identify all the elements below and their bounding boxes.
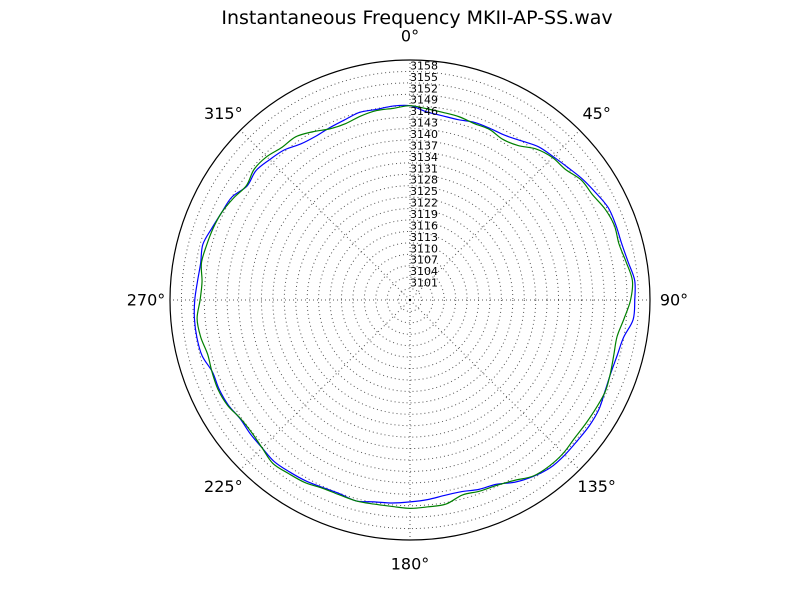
radial-tick-label: 3149 [410, 94, 438, 107]
angle-tick-label: 0° [401, 27, 419, 46]
radial-grid-circle [238, 128, 582, 472]
radial-tick-label: 3155 [410, 71, 438, 84]
angular-grid-spoke [409, 129, 581, 301]
radial-tick-label: 3158 [410, 59, 438, 72]
chart-title: Instantaneous Frequency MKII-AP-SS.wav [221, 7, 613, 29]
radial-tick-label: 3113 [410, 231, 438, 244]
angle-tick-label: 180° [391, 555, 430, 574]
label-layer: 0° 45° 90° 135° 180° 225° 270° 315° 310131043107… [127, 27, 688, 574]
radial-grid-circle [352, 242, 468, 358]
series-layer [193, 104, 636, 509]
radial-grid-circle [226, 116, 594, 484]
radial-grid-circle [398, 288, 422, 312]
radial-tick-label: 3116 [410, 219, 438, 232]
radial-tick-label: 3134 [410, 151, 438, 164]
radial-tick-label: 3122 [410, 197, 438, 210]
series-line-green [196, 105, 634, 509]
center-point [408, 298, 412, 302]
radial-grid-circle [192, 82, 628, 518]
radial-tick-label: 3107 [410, 254, 438, 267]
radial-tick-label: 3143 [410, 117, 438, 130]
radial-tick-label: 3137 [410, 139, 438, 152]
angular-grid-spoke [239, 299, 411, 471]
radial-grid-circle [306, 196, 514, 404]
radial-tick-label: 3125 [410, 185, 438, 198]
radial-tick-label: 3131 [410, 162, 438, 175]
radial-tick-label: 3128 [410, 174, 438, 187]
angle-tick-label: 315° [204, 104, 243, 123]
angle-tick-label: 90° [660, 291, 688, 310]
radial-tick-label: 3104 [410, 265, 438, 278]
radial-tick-label: 3119 [410, 208, 438, 221]
radial-grid-circle [386, 276, 434, 324]
radial-grid-circle [375, 265, 445, 335]
series-line-blue [193, 104, 636, 504]
radial-tick-label: 3140 [410, 128, 438, 141]
angle-tick-label: 270° [127, 291, 166, 310]
radial-grid-circle [283, 173, 537, 427]
radial-tick-label: 3110 [410, 242, 438, 255]
angle-tick-label: 135° [577, 477, 616, 496]
angular-grid-spoke [239, 129, 411, 301]
radial-tick-label: 3101 [410, 277, 438, 290]
radial-grid-circle [295, 185, 525, 415]
radial-grid-circle [215, 105, 605, 495]
radial-grid-circle [272, 162, 548, 438]
angle-tick-label: 45° [582, 104, 610, 123]
radial-grid-circle [363, 253, 457, 347]
radial-grid-circle [203, 93, 617, 507]
grid-layer [170, 60, 650, 540]
angular-grid-spoke [409, 299, 581, 471]
radial-tick-label: 3146 [410, 105, 438, 118]
frame-layer [169, 59, 651, 541]
angle-tick-label: 225° [204, 477, 243, 496]
polar-frame [169, 59, 651, 541]
radial-tick-label: 3152 [410, 82, 438, 95]
